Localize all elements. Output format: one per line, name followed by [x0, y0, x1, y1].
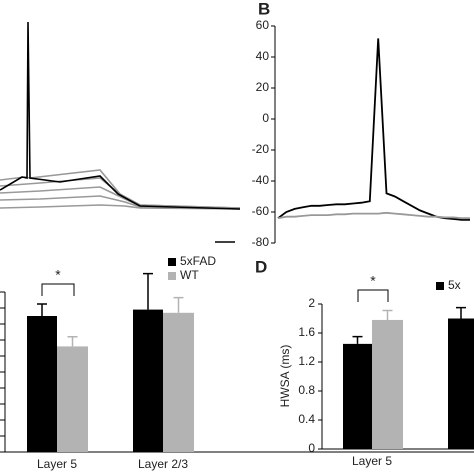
y-tick-label: 0 [262, 111, 269, 125]
trace [277, 211, 470, 220]
y-tick-label: 60 [256, 18, 270, 32]
x-tick-label: Layer 5 [352, 454, 392, 468]
trace [277, 38, 470, 221]
x-tick-label: Layer 2/3 [138, 457, 188, 471]
panel-a-traces [0, 21, 241, 243]
trace [0, 169, 241, 209]
bar [343, 343, 372, 449]
legend-swatch [436, 282, 444, 290]
legend-label: WT [180, 268, 199, 282]
panel-label: B [258, 0, 270, 18]
bar [27, 316, 57, 452]
error-bar [173, 296, 184, 313]
error-bar [456, 306, 466, 319]
y-tick-label: 0.4 [298, 412, 315, 426]
bar [133, 309, 163, 452]
x-tick-label: Layer 5 [37, 457, 77, 471]
y-tick-label: -40 [252, 173, 270, 187]
legend-label: 5xFAD [180, 254, 216, 268]
error-bar [143, 272, 153, 310]
y-tick-label: 0 [308, 441, 315, 455]
y-tick-label: -20 [252, 142, 270, 156]
bar [57, 346, 88, 452]
trace [0, 21, 241, 210]
bar [448, 318, 474, 449]
y-axis-label: HWSA (ms) [278, 345, 292, 408]
bar [163, 312, 194, 452]
y-tick-label: 20 [256, 80, 270, 94]
y-tick-label: -80 [252, 235, 270, 249]
significance-label: * [370, 273, 376, 289]
error-bar [352, 335, 363, 344]
y-tick-label: 0.8 [298, 383, 315, 397]
y-tick-label: 2 [308, 296, 315, 310]
bar [372, 319, 403, 449]
trace [0, 195, 241, 210]
y-tick-label: 40 [256, 49, 270, 63]
error-bar [67, 336, 78, 347]
legend-label: 5x [448, 278, 461, 292]
error-bar [37, 303, 47, 316]
trace [0, 186, 241, 209]
panel-label: D [255, 257, 267, 276]
significance-bracket [41, 283, 75, 296]
significance-bracket [357, 289, 389, 302]
legend-swatch [168, 272, 176, 280]
error-bar [382, 309, 393, 320]
y-tick-label: 1.2 [298, 354, 315, 368]
trace [0, 204, 241, 210]
legend-swatch [168, 258, 176, 266]
y-tick-label: -60 [252, 204, 270, 218]
y-tick-label: 1.6 [298, 325, 315, 339]
significance-label: * [55, 267, 61, 283]
